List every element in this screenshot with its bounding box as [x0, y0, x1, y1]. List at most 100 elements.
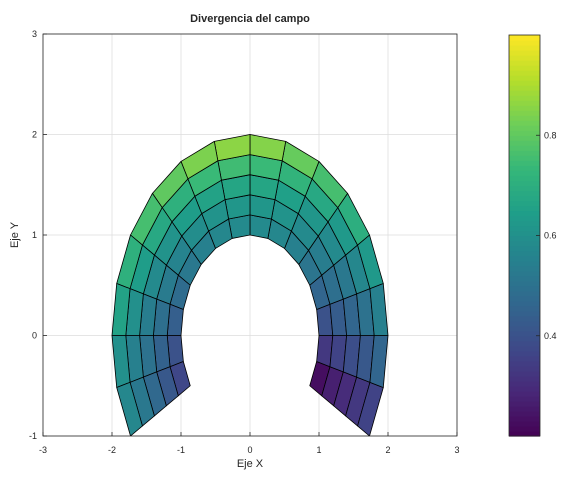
y-tick-label: 2 [32, 130, 37, 140]
colorbar-segment [509, 355, 540, 362]
colorbar-segment [509, 185, 540, 191]
colorbar-tick-label: 0.6 [544, 231, 557, 241]
colorbar: 0.4 0.6 0.8 [508, 34, 557, 437]
colorbar-segment [509, 365, 540, 372]
colorbar-segment [509, 190, 540, 196]
colorbar-segment [509, 395, 540, 402]
colorbar-segment [509, 330, 540, 337]
colorbar-segment [509, 205, 540, 212]
colorbar-segment [509, 270, 540, 277]
colorbar-segment [509, 255, 540, 262]
colorbar-segment [509, 320, 540, 327]
x-tick-label: 1 [316, 445, 321, 455]
y-axis-label: Eje Y [9, 221, 21, 248]
x-tick-label: 0 [247, 445, 252, 455]
x-tick-label: 2 [385, 445, 390, 455]
colorbar-segment [509, 265, 540, 272]
x-tick-label: 3 [454, 445, 459, 455]
colorbar-segment [509, 145, 540, 151]
colorbar-segment [509, 70, 540, 76]
colorbar-segment [509, 130, 540, 136]
colorbar-segment [509, 80, 540, 86]
colorbar-segment [509, 90, 540, 96]
colorbar-segment [509, 400, 540, 407]
colorbar-tick-label: 0.8 [544, 130, 557, 140]
colorbar-segment [509, 225, 540, 232]
colorbar-segment [509, 220, 540, 227]
colorbar-segment [509, 410, 540, 417]
colorbar-segment [509, 210, 540, 217]
colorbar-segment [509, 380, 540, 387]
colorbar-segment [509, 45, 540, 51]
colorbar-segment [509, 250, 540, 257]
colorbar-segment [509, 415, 540, 422]
mesh [111, 134, 389, 436]
x-tick-label: -1 [177, 445, 185, 455]
colorbar-segment [509, 345, 540, 352]
colorbar-segment [509, 350, 540, 357]
colorbar-segment [509, 315, 540, 322]
colorbar-segment [509, 425, 540, 432]
colorbar-segment [509, 155, 540, 161]
colorbar-segment [509, 300, 540, 307]
colorbar-segment [509, 260, 540, 267]
colorbar-segment [509, 195, 540, 202]
colorbar-segment [509, 230, 540, 237]
colorbar-segment [509, 280, 540, 287]
colorbar-segment [509, 360, 540, 367]
colorbar-segment [509, 140, 540, 146]
colorbar-segment [509, 160, 540, 166]
colorbar-segment [509, 295, 540, 302]
chart-title: Divergencia del campo [190, 13, 310, 25]
colorbar-segment [509, 50, 540, 56]
colorbar-segment [509, 375, 540, 382]
colorbar-segment [509, 170, 540, 176]
colorbar-segment [509, 305, 540, 312]
colorbar-segment [509, 430, 540, 437]
colorbar-segment [509, 335, 540, 342]
colorbar-segment [509, 405, 540, 412]
y-tick-label: -1 [29, 431, 37, 441]
colorbar-segment [509, 105, 540, 111]
colorbar-segment [509, 310, 540, 317]
colorbar-segment [509, 95, 540, 101]
y-tick-label: 3 [32, 29, 37, 39]
colorbar-segment [509, 125, 540, 131]
colorbar-segment [509, 325, 540, 332]
colorbar-segment [509, 135, 540, 141]
colorbar-segment [509, 285, 540, 292]
colorbar-tick-label: 0.4 [544, 331, 557, 341]
colorbar-segment [509, 390, 540, 397]
colorbar-segment [509, 180, 540, 186]
colorbar-segment [509, 175, 540, 181]
colorbar-segment [509, 60, 540, 66]
colorbar-segment [509, 100, 540, 106]
colorbar-segment [509, 215, 540, 222]
colorbar-segment [509, 55, 540, 61]
colorbar-segment [509, 40, 540, 46]
colorbar-segment [509, 290, 540, 297]
colorbar-segment [509, 115, 540, 121]
colorbar-segment [509, 370, 540, 377]
mesh-cell [116, 381, 143, 436]
colorbar-segment [509, 340, 540, 347]
y-tick-label: 1 [32, 230, 37, 240]
colorbar-segment [509, 85, 540, 91]
x-ticks: -3 -2 -1 0 1 2 3 [39, 432, 460, 455]
x-axis-label: Eje X [237, 458, 264, 470]
colorbar-segment [509, 275, 540, 282]
y-tick-label: 0 [32, 331, 37, 341]
y-ticks: -1 0 1 2 3 [29, 29, 47, 441]
colorbar-segment [509, 245, 540, 252]
colorbar-segment [509, 120, 540, 126]
colorbar-segment [509, 420, 540, 427]
colorbar-segment [509, 385, 540, 392]
colorbar-segment [509, 200, 540, 207]
colorbar-segment [509, 35, 540, 41]
colorbar-segment [509, 75, 540, 81]
colorbar-segment [509, 165, 540, 171]
colorbar-segment [509, 150, 540, 156]
colorbar-segment [509, 240, 540, 247]
colorbar-segment [509, 235, 540, 242]
